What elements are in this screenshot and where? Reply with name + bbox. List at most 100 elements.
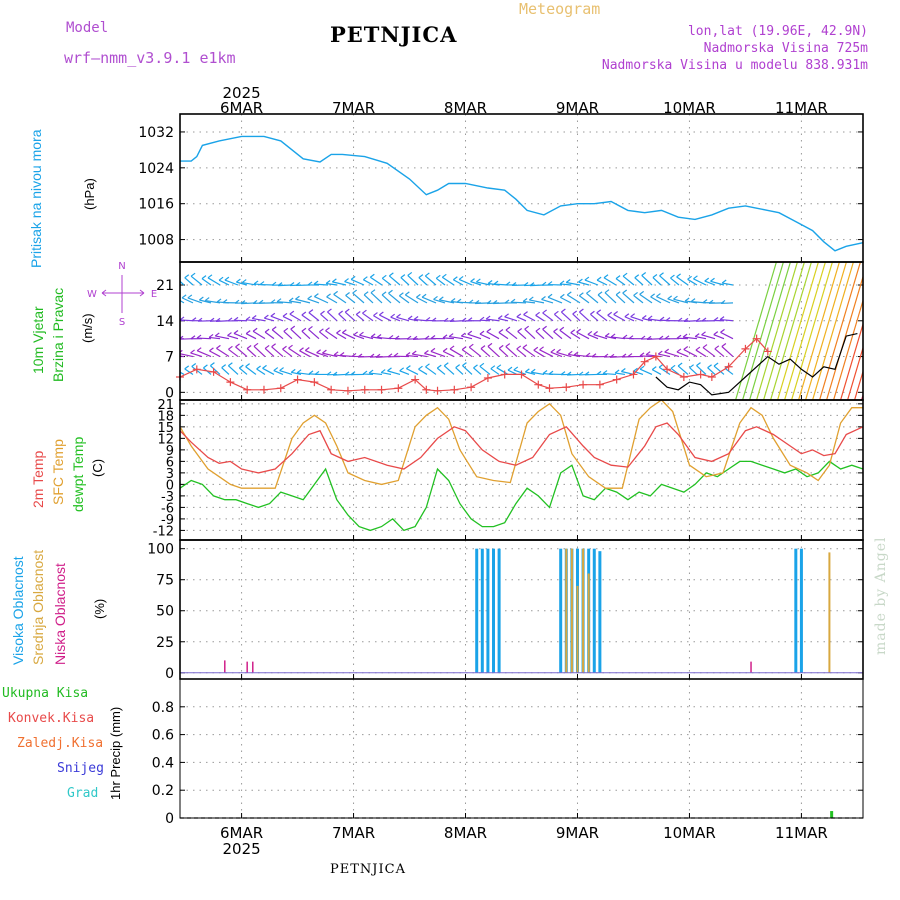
wind-arrow — [313, 283, 329, 286]
wind-arrow-strong — [783, 262, 827, 400]
wind-arrow — [559, 329, 572, 340]
wind-arrow — [587, 333, 599, 340]
wind-arrow-head — [424, 335, 430, 340]
wind-arrow-head — [593, 331, 598, 336]
wind-arrow-head — [362, 309, 367, 314]
panel-frame — [179, 261, 864, 401]
wind-speed-marker — [562, 383, 571, 392]
wind-arrow — [507, 369, 518, 375]
wind-arrow-head — [656, 293, 661, 298]
wind-arrow — [190, 275, 203, 286]
wind-arrow-head — [664, 348, 670, 353]
y-tick-label: 0 — [165, 666, 174, 682]
wind-arrow-head — [369, 353, 375, 358]
wind-arrow-head — [530, 368, 536, 373]
wind-arrow — [504, 316, 518, 322]
compass-n: N — [118, 261, 125, 272]
wind-arrow — [547, 296, 563, 304]
wind-arrow-head — [345, 291, 350, 296]
y-tick-label: 12 — [157, 432, 174, 447]
wind-arrow — [615, 294, 626, 304]
wind-arrow-head — [468, 343, 474, 348]
wind-arrow-head — [210, 362, 215, 367]
wind-arrow-head — [624, 313, 630, 318]
wind-arrow — [245, 319, 257, 322]
wind-arrow-head — [279, 367, 284, 372]
y-tick-label: -3 — [161, 490, 174, 505]
wind-arrow — [264, 348, 275, 357]
wind-arrow-head — [259, 281, 265, 286]
wind-arrow — [326, 296, 338, 304]
wind-arrow-head — [639, 365, 645, 370]
wind-arrow-head — [441, 273, 447, 278]
wind-arrow-head — [622, 272, 628, 277]
wind-arrow-head — [719, 316, 725, 321]
wind-arrow — [486, 331, 500, 340]
wind-arrow-head — [490, 365, 496, 370]
wind-arrow-head — [603, 274, 609, 279]
wind-arrow-head — [479, 316, 485, 321]
wind-arrow — [586, 292, 599, 304]
wind-arrow-head — [325, 327, 330, 332]
wind-arrow-head — [470, 278, 475, 283]
wind-arrow-head — [676, 273, 681, 278]
wind-arrow — [693, 278, 707, 286]
wind-arrow-head — [344, 308, 350, 313]
wind-arrow-head — [486, 328, 492, 333]
wind-arrow — [299, 350, 311, 358]
wind-arrow — [353, 334, 365, 340]
wind-arrow — [435, 277, 446, 286]
y-tick-label: 25 — [156, 635, 174, 651]
wind-arrow-head — [443, 317, 449, 322]
wind-arrow — [442, 350, 455, 358]
wind-arrow-head — [296, 369, 302, 374]
wind-arrow-head — [448, 333, 454, 338]
wind-arrow-head — [670, 364, 676, 369]
wind-arrow-head — [362, 276, 368, 281]
wind-arrow — [252, 330, 266, 340]
wind-arrow-head — [388, 289, 393, 294]
wind-arrow — [658, 353, 671, 358]
wind-arrow-head — [641, 272, 647, 276]
wind-arrow-head — [381, 274, 387, 279]
wind-arrow-head — [461, 317, 467, 322]
wind-arrow — [359, 334, 374, 340]
wind-arrow-head — [505, 326, 511, 331]
wind-arrow-strong — [755, 262, 799, 400]
cloud-bar — [224, 660, 226, 673]
wind-speed-marker — [763, 347, 772, 356]
wind-arrow-strong — [825, 274, 863, 400]
wind-arrow — [416, 296, 428, 304]
wind-arrow-head — [273, 367, 279, 372]
wind-speed-marker — [209, 367, 218, 376]
wind-arrow-head — [196, 334, 202, 339]
wind-speed-marker — [394, 384, 403, 393]
wind-arrow-head — [721, 279, 727, 284]
wind-arrow-strong — [818, 262, 862, 400]
wind-arrow-head — [455, 364, 461, 369]
wind-arrow-strong — [769, 262, 813, 400]
wind-arrow — [710, 280, 725, 286]
wind-arrow — [405, 294, 419, 304]
wind-arrow — [201, 278, 212, 286]
wind-arrow — [517, 331, 527, 340]
wind-speed-marker — [226, 378, 235, 387]
wind-arrow-head — [634, 274, 640, 279]
wind-arrow-head — [542, 325, 547, 330]
wind-arrow-head — [344, 278, 349, 283]
wind-arrow-head — [522, 344, 528, 349]
wind-speed-marker — [640, 357, 649, 366]
wind-arrow — [673, 298, 689, 304]
wind-arrow — [578, 281, 590, 286]
wind-speed-marker — [310, 378, 319, 387]
wind-arrow — [439, 299, 455, 304]
wind-arrow-head — [486, 300, 492, 304]
wind-arrow — [209, 336, 221, 340]
wind-speed-marker — [707, 373, 716, 381]
wind-arrow-strong — [839, 322, 863, 400]
wind-arrow — [369, 372, 383, 376]
wind-arrow-head — [353, 331, 359, 336]
wind-arrow — [320, 313, 329, 322]
wind-arrow — [246, 348, 257, 357]
